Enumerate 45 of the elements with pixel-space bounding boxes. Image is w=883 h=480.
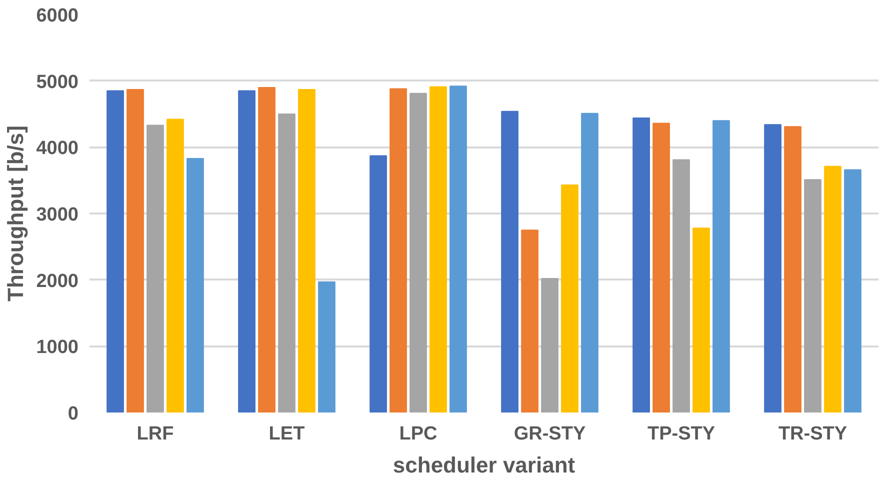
bar <box>166 118 184 412</box>
bar <box>672 159 690 412</box>
bar <box>430 86 447 412</box>
bar <box>581 112 598 412</box>
bar <box>764 124 782 412</box>
bar <box>238 90 256 412</box>
bar <box>501 110 518 412</box>
bar <box>521 230 538 412</box>
y-axis-title: Throughput [b/s] <box>3 126 28 302</box>
bar <box>450 86 467 412</box>
bar <box>318 281 336 412</box>
x-axis-title: scheduler variant <box>392 452 576 478</box>
x-tick-label: TP-STY <box>647 424 716 444</box>
bar <box>106 90 124 412</box>
bar <box>278 114 296 412</box>
bar <box>258 86 276 412</box>
x-tick-label: LRF <box>136 424 174 444</box>
y-tick-label: 2000 <box>36 270 79 292</box>
x-tick-label: LPC <box>399 424 438 444</box>
bar <box>692 228 710 412</box>
bar <box>370 155 387 412</box>
x-tick-label: GR-STY <box>514 424 586 444</box>
bar <box>410 92 427 412</box>
y-tick-label: 0 <box>68 404 79 424</box>
y-tick-label: 1000 <box>36 337 79 358</box>
bar <box>390 88 407 412</box>
bar <box>844 169 862 412</box>
bar <box>652 122 670 412</box>
bar <box>632 117 650 412</box>
bar <box>804 179 822 412</box>
bar <box>126 88 144 412</box>
y-tick-label: 3000 <box>36 204 79 226</box>
bar <box>541 278 558 412</box>
y-tick-label: 6000 <box>36 6 79 26</box>
bar <box>824 166 842 412</box>
bar <box>561 184 578 412</box>
bar <box>146 124 164 412</box>
y-tick-label: 5000 <box>36 72 79 93</box>
x-tick-label: TR-STY <box>778 424 848 444</box>
bar <box>712 120 730 412</box>
bar <box>298 88 316 412</box>
y-tick-label: 4000 <box>36 138 79 160</box>
x-tick-label: LET <box>268 424 306 444</box>
bar <box>186 158 204 412</box>
bar <box>784 126 802 412</box>
